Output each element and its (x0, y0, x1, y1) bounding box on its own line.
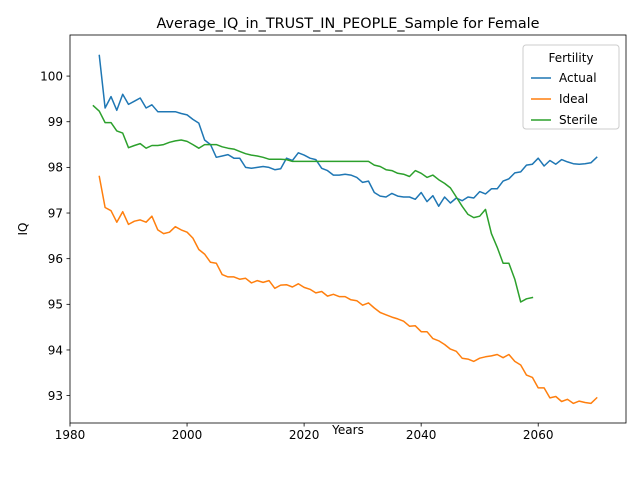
legend-label-ideal: Ideal (559, 92, 588, 106)
x-tick-label: 2000 (172, 428, 203, 442)
legend: Fertility Actual Ideal Sterile (522, 44, 620, 130)
y-tick-label: 97 (48, 206, 63, 220)
plot-area-frame (69, 34, 627, 424)
legend-label-actual: Actual (559, 71, 597, 85)
x-tick-label: 2040 (406, 428, 437, 442)
series-line-sterile (92, 104, 534, 303)
x-tick-label: 2060 (523, 428, 554, 442)
series-line-ideal (98, 175, 598, 405)
legend-items: Actual Ideal Sterile (531, 71, 598, 127)
legend-label-sterile: Sterile (559, 113, 598, 127)
y-tick-label: 100 (40, 69, 63, 83)
legend-box (522, 44, 620, 130)
y-axis-label: IQ (16, 223, 30, 236)
x-tick-label: 2020 (289, 428, 320, 442)
legend-title: Fertility (548, 51, 593, 65)
y-tick-label: 95 (48, 298, 63, 312)
y-tick-label: 98 (48, 161, 63, 175)
y-tick-label: 94 (48, 343, 63, 357)
chart-title: Average_IQ_in_TRUST_IN_PEOPLE_Sample for… (156, 16, 539, 32)
y-tick-label: 93 (48, 389, 63, 403)
series-line-actual (98, 54, 598, 207)
axis-ticks: 1980 2000 2020 2040 2060 93 94 95 96 97 98 99 100 (40, 69, 553, 442)
x-tick-label: 1980 (55, 428, 86, 442)
y-tick-label: 99 (48, 115, 63, 129)
series-lines (92, 54, 598, 405)
x-axis-label: Years (331, 423, 364, 437)
y-tick-label: 96 (48, 252, 63, 266)
